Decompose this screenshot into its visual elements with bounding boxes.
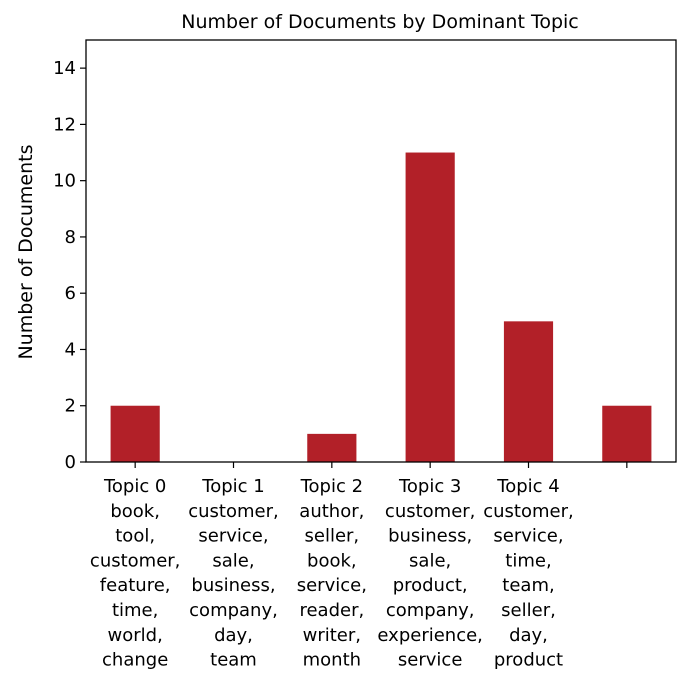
chart-title: Number of Documents by Dominant Topic <box>181 11 578 33</box>
x-tick-label-2: Topic 2 author, seller, book, service, reader… <box>297 476 367 671</box>
x-tick-label-4: Topic 4 customer, service, time, team, seller… <box>483 476 573 671</box>
y-axis-ticks: 0 2 4 6 8 10 12 14 <box>53 58 86 473</box>
y-tick-label-5: 10 <box>53 171 76 192</box>
y-tick-label-7: 14 <box>53 58 76 79</box>
x-tick-label-1: Topic 1 customer, service, sale, business, co… <box>188 476 278 671</box>
x-axis-ticks: Topic 0 book, tool, customer, feature, time, w… <box>90 462 628 671</box>
bar-4 <box>503 321 554 462</box>
bar-2 <box>307 433 357 462</box>
y-tick-label-4: 8 <box>65 227 76 248</box>
y-tick-label-3: 6 <box>65 283 76 304</box>
x-tick-label-0: Topic 0 book, tool, customer, feature, time, w… <box>90 476 180 671</box>
bars <box>110 152 652 463</box>
y-tick-label-2: 4 <box>65 339 76 360</box>
bar-0 <box>110 405 160 462</box>
y-tick-label-6: 12 <box>53 114 76 135</box>
y-axis-label: Number of Documents <box>15 144 37 359</box>
plot-frame <box>85 39 677 463</box>
y-tick-label-1: 2 <box>65 396 76 417</box>
bar-3 <box>405 152 455 463</box>
y-tick-label-0: 0 <box>65 452 76 473</box>
x-tick-label-3: Topic 3 customer, business, sale, product, co… <box>377 476 483 671</box>
bar-5 <box>602 405 652 462</box>
